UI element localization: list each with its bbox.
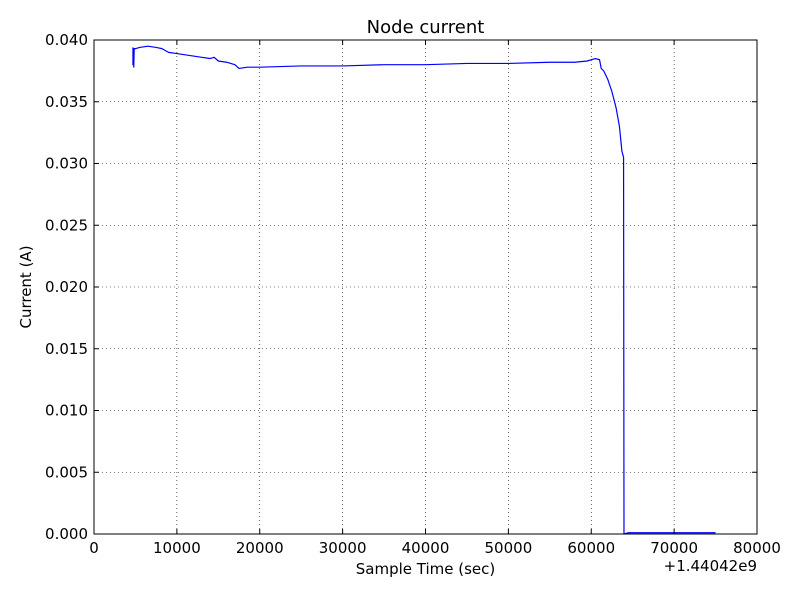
y-tick-label: 0.020 [45, 278, 88, 296]
y-tick-label: 0.005 [45, 463, 88, 481]
x-tick-label: 50000 [485, 539, 533, 557]
x-tick-label: 20000 [236, 539, 284, 557]
y-axis-label: Current (A) [17, 245, 35, 328]
x-offset-label: +1.44042e9 [664, 557, 757, 575]
x-tick-label: 60000 [567, 539, 615, 557]
x-tick-label: 70000 [650, 539, 698, 557]
series-line [132, 45, 716, 535]
series-layer [132, 45, 716, 535]
chart-title: Node current [367, 17, 485, 38]
y-tick-label: 0.025 [45, 216, 88, 234]
x-tick-label: 30000 [319, 539, 367, 557]
x-tick-label: 40000 [402, 539, 450, 557]
y-tick-label: 0.035 [45, 93, 88, 111]
y-tick-label: 0.030 [45, 155, 88, 173]
y-tick-label: 0.000 [45, 525, 88, 543]
x-tick-label: 0 [89, 539, 99, 557]
tick-labels: 0 10000 20000 30000 40000 50000 60000 70000 8000… [45, 31, 781, 557]
x-tick-label: 80000 [733, 539, 781, 557]
y-tick-label: 0.015 [45, 340, 88, 358]
x-axis-label: Sample Time (sec) [356, 560, 495, 578]
y-tick-label: 0.010 [45, 402, 88, 420]
x-tick-label: 10000 [153, 539, 201, 557]
y-tick-label: 0.040 [45, 31, 88, 49]
ticks [93, 39, 758, 535]
